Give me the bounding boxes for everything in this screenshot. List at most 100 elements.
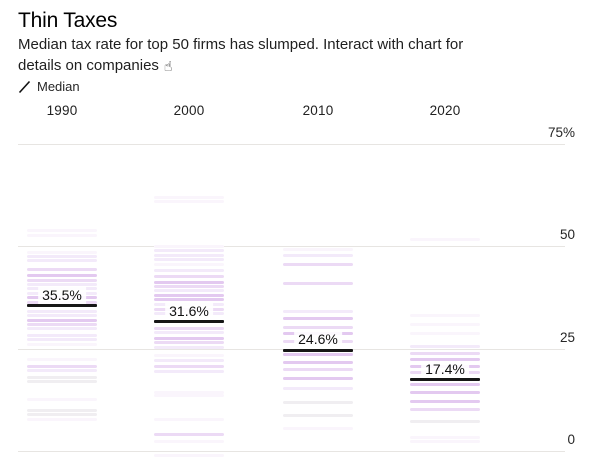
column-header-2020: 2020 <box>429 103 461 118</box>
gridline-50 <box>18 246 565 248</box>
company-strip[interactable] <box>27 334 97 338</box>
chart-subtitle: Median tax rate for top 50 firms has slu… <box>18 34 538 77</box>
company-strip[interactable] <box>283 426 353 430</box>
company-strip[interactable] <box>283 413 353 417</box>
company-strip[interactable] <box>283 253 353 257</box>
company-strip[interactable] <box>27 229 97 233</box>
company-strip[interactable] <box>283 310 353 314</box>
company-strip[interactable] <box>410 419 480 423</box>
company-strip[interactable] <box>283 281 353 285</box>
company-strip[interactable] <box>154 370 224 374</box>
company-strip[interactable] <box>154 439 224 443</box>
company-strip[interactable] <box>283 377 353 381</box>
company-strip[interactable] <box>154 244 224 248</box>
median-label-1990: 35.5% <box>38 286 86 304</box>
company-strip[interactable] <box>154 341 224 344</box>
company-strip[interactable] <box>154 432 224 436</box>
y-tick-label-50: 50 <box>559 227 575 243</box>
company-strip[interactable] <box>154 393 224 397</box>
company-strip[interactable] <box>154 346 224 350</box>
company-strip[interactable] <box>27 273 97 277</box>
company-strip[interactable] <box>154 327 224 331</box>
company-strip[interactable] <box>27 282 97 286</box>
company-strip[interactable] <box>27 258 97 262</box>
company-strip[interactable] <box>410 407 480 411</box>
company-strip[interactable] <box>154 274 224 278</box>
company-strip[interactable] <box>283 400 353 404</box>
company-strip[interactable] <box>154 268 224 272</box>
company-strip[interactable] <box>27 314 97 318</box>
company-strip[interactable] <box>410 439 480 443</box>
company-strip[interactable] <box>27 417 97 421</box>
company-strip[interactable] <box>27 368 97 372</box>
company-strip[interactable] <box>27 338 97 342</box>
company-strip[interactable] <box>154 337 224 341</box>
company-strip[interactable] <box>27 343 97 347</box>
company-strip[interactable] <box>27 358 97 362</box>
company-strip[interactable] <box>154 284 224 288</box>
company-strip[interactable] <box>154 262 224 266</box>
median-label-2020: 17.4% <box>421 360 469 378</box>
company-strip[interactable] <box>27 375 97 379</box>
median-line-2000 <box>154 320 224 324</box>
y-tick-label-0: 0 <box>567 432 575 447</box>
company-strip[interactable] <box>27 397 97 401</box>
company-strip[interactable] <box>27 278 97 282</box>
company-strip[interactable] <box>27 254 97 258</box>
company-strip[interactable] <box>410 436 480 440</box>
company-strip[interactable] <box>27 327 97 331</box>
company-strip[interactable] <box>27 365 97 369</box>
company-strip[interactable] <box>410 323 480 327</box>
company-strip[interactable] <box>154 359 224 362</box>
company-strip[interactable] <box>154 293 224 297</box>
company-strip[interactable] <box>27 234 97 238</box>
company-strip[interactable] <box>154 288 224 292</box>
median-label-2010: 24.6% <box>294 331 342 349</box>
company-strip[interactable] <box>154 365 224 369</box>
company-strip[interactable] <box>283 262 353 266</box>
company-strip[interactable] <box>27 319 97 323</box>
company-strip[interactable] <box>154 257 224 261</box>
company-strip[interactable] <box>283 368 353 371</box>
company-strip[interactable] <box>154 453 224 457</box>
company-strip[interactable] <box>283 247 353 251</box>
company-strip[interactable] <box>410 314 480 318</box>
company-strip[interactable] <box>410 352 480 356</box>
legend: Median <box>18 79 80 94</box>
company-strip[interactable] <box>410 345 480 349</box>
company-strip[interactable] <box>27 323 97 327</box>
company-strip[interactable] <box>410 358 480 362</box>
company-strip[interactable] <box>27 412 97 416</box>
company-strip[interactable] <box>154 200 224 204</box>
company-strip[interactable] <box>410 237 480 241</box>
company-strip[interactable] <box>27 408 97 412</box>
company-strip[interactable] <box>410 382 480 386</box>
company-strip[interactable] <box>410 400 480 403</box>
company-strip[interactable] <box>283 353 353 357</box>
company-strip[interactable] <box>27 251 97 254</box>
company-strip[interactable] <box>154 280 224 284</box>
company-strip[interactable] <box>154 331 224 335</box>
company-strip[interactable] <box>154 354 224 358</box>
company-strip[interactable] <box>154 248 224 252</box>
median-slash-icon <box>18 80 31 94</box>
company-strip[interactable] <box>410 391 480 394</box>
company-strip[interactable] <box>154 417 224 421</box>
company-strip[interactable] <box>283 325 353 329</box>
company-strip[interactable] <box>283 361 353 365</box>
company-strip[interactable] <box>154 195 224 199</box>
company-strip[interactable] <box>410 332 480 336</box>
company-strip[interactable] <box>27 310 97 314</box>
company-strip[interactable] <box>154 253 224 257</box>
company-strip[interactable] <box>154 391 224 394</box>
company-strip[interactable] <box>27 267 97 271</box>
company-strip[interactable] <box>283 386 353 390</box>
company-strip[interactable] <box>27 379 97 383</box>
tap-pointer-icon: ☝ <box>163 59 173 75</box>
page-title: Thin Taxes <box>18 9 118 32</box>
column-header-1990: 1990 <box>46 103 78 118</box>
company-strip[interactable] <box>283 317 353 321</box>
company-strip[interactable] <box>154 297 224 301</box>
